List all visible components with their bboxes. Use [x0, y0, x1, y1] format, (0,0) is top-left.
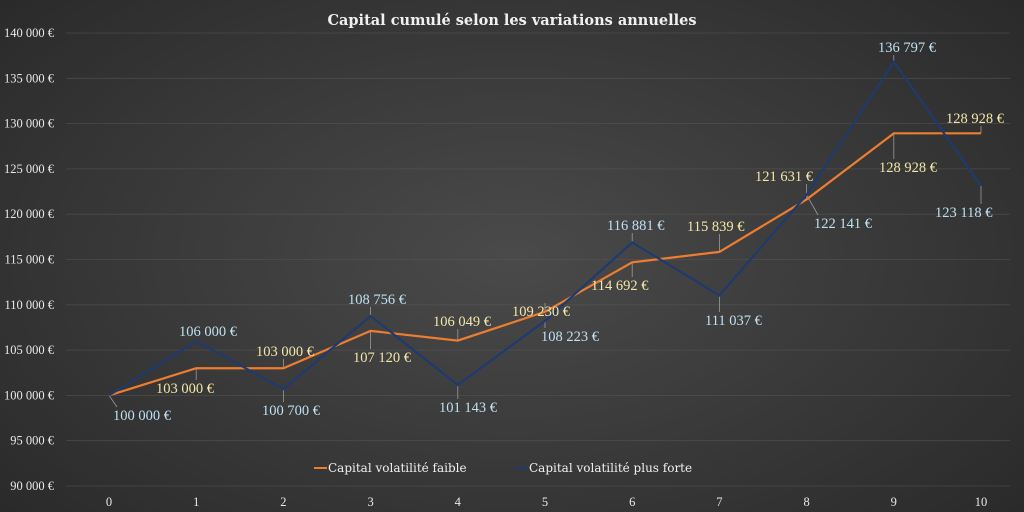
y-tick-label: 105 000 € — [4, 343, 55, 357]
data-label: 101 143 € — [439, 400, 498, 416]
label-leader-lines — [108, 55, 982, 408]
data-label: 136 797 € — [878, 40, 937, 56]
series-line-forte — [108, 60, 982, 397]
legend-label-faible: Capital volatilité faible — [328, 461, 467, 475]
x-tick-label: 5 — [542, 495, 548, 509]
y-tick-label: 115 000 € — [4, 253, 54, 267]
series-line-faible — [108, 132, 981, 397]
y-tick-label: 95 000 € — [10, 434, 55, 448]
legend: Capital volatilité faible Capital volati… — [314, 461, 692, 475]
data-label: 114 692 € — [591, 278, 649, 294]
data-label: 123 118 € — [935, 205, 993, 221]
data-label: 100 700 € — [262, 403, 321, 419]
y-tick-label: 90 000 € — [10, 479, 55, 493]
gridlines — [66, 32, 1010, 487]
data-labels: 103 000 € 103 000 € 107 120 € 106 049 € 109 … — [113, 40, 1005, 424]
data-label: 115 839 € — [687, 219, 745, 235]
x-tick-label: 1 — [193, 495, 199, 509]
x-tick-label: 10 — [975, 495, 988, 509]
y-tick-label: 100 000 € — [4, 388, 55, 402]
data-label: 109 230 € — [512, 304, 571, 320]
data-label: 128 928 € — [946, 111, 1005, 127]
x-tick-label: 4 — [455, 495, 462, 509]
data-label: 103 000 € — [256, 344, 315, 360]
data-label: 116 881 € — [607, 218, 665, 234]
data-label: 106 000 € — [179, 324, 238, 340]
y-axis: 90 000 € 95 000 € 100 000 € 105 000 € 110 00… — [4, 26, 55, 493]
chart-title: Capital cumulé selon les variations annu… — [327, 12, 696, 29]
data-label: 121 631 € — [755, 169, 814, 185]
data-label: 111 037 € — [705, 313, 763, 329]
x-tick-label: 7 — [716, 495, 722, 509]
y-tick-label: 130 000 € — [4, 117, 55, 131]
data-label: 106 049 € — [433, 314, 492, 330]
data-label: 128 928 € — [879, 160, 938, 176]
y-tick-label: 135 000 € — [4, 71, 55, 85]
x-tick-label: 9 — [891, 495, 897, 509]
data-label: 108 223 € — [541, 329, 600, 345]
data-label: 108 756 € — [348, 292, 407, 308]
y-tick-label: 110 000 € — [4, 298, 54, 312]
y-tick-label: 120 000 € — [4, 207, 55, 221]
x-tick-label: 6 — [629, 495, 635, 509]
x-tick-label: 2 — [280, 495, 286, 509]
legend-label-forte: Capital volatilité plus forte — [529, 461, 692, 475]
x-tick-label: 0 — [106, 495, 112, 509]
y-tick-label: 125 000 € — [4, 162, 55, 176]
data-label: 107 120 € — [353, 350, 412, 366]
y-tick-label: 140 000 € — [4, 26, 55, 40]
x-axis: 0 1 2 3 4 5 6 7 8 9 10 — [106, 495, 987, 509]
x-tick-label: 3 — [367, 495, 373, 509]
data-label: 103 000 € — [156, 381, 215, 397]
data-label: 100 000 € — [113, 408, 172, 424]
series-lines — [108, 60, 982, 397]
leader-line — [108, 395, 118, 408]
data-label: 122 141 € — [814, 216, 873, 232]
x-tick-label: 8 — [803, 495, 809, 509]
